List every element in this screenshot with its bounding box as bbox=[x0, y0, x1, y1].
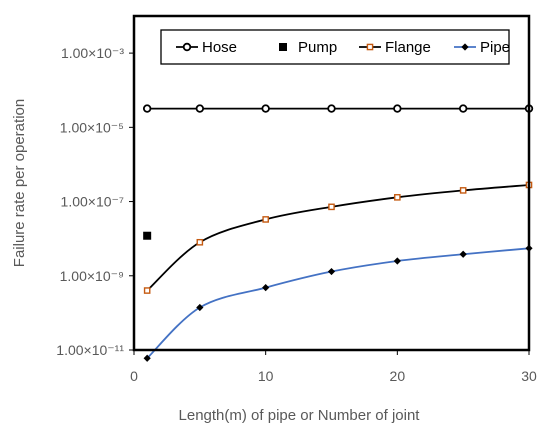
data-point-pipe bbox=[143, 354, 151, 362]
legend-box bbox=[160, 29, 510, 65]
legend-entry-flange: Flange bbox=[359, 39, 431, 56]
series-line-pipe bbox=[146, 247, 530, 359]
data-point-flange bbox=[394, 194, 401, 201]
data-point-flange bbox=[143, 287, 151, 294]
series-pipe bbox=[143, 244, 533, 362]
legend-marker-hose bbox=[182, 42, 192, 52]
legend-marker-flange bbox=[366, 43, 374, 51]
data-point-hose bbox=[393, 104, 402, 113]
y-tick-label: 1.00×10⁻⁷ bbox=[61, 194, 124, 210]
data-point-flange bbox=[196, 238, 204, 246]
plot-area bbox=[142, 104, 534, 362]
data-point-pipe bbox=[196, 303, 204, 312]
y-tick-label: 1.00×10⁻⁹ bbox=[60, 268, 124, 284]
y-tick-label: 1.00×10⁻⁵ bbox=[60, 119, 124, 135]
legend-label-hose: Hose bbox=[202, 39, 237, 56]
x-tick-label: 10 bbox=[258, 368, 274, 384]
y-tick-label: 1.00×10⁻³ bbox=[61, 45, 124, 61]
series-flange bbox=[143, 181, 533, 294]
data-point-hose bbox=[458, 104, 468, 113]
data-point-flange bbox=[459, 187, 467, 194]
x-axis-ticks: 0 10 20 30 bbox=[130, 350, 537, 384]
x-tick-label: 30 bbox=[521, 368, 537, 384]
y-tick-label: 1.00×10⁻¹¹ bbox=[56, 342, 124, 358]
data-point-flange bbox=[328, 203, 335, 211]
data-point-hose bbox=[327, 104, 336, 113]
x-tick-label: 20 bbox=[390, 368, 406, 384]
data-point-pipe bbox=[393, 257, 401, 265]
legend-label-pipe: Pipe bbox=[480, 39, 510, 56]
series-line-flange bbox=[146, 184, 530, 292]
y-axis-ticks: 1.00×10⁻¹¹ 1.00×10⁻⁹ 1.00×10⁻⁷ 1.00×10⁻⁵ 1.0… bbox=[56, 45, 134, 358]
series-hose bbox=[142, 104, 534, 113]
x-tick-label: 0 bbox=[130, 368, 138, 384]
data-point-hose bbox=[195, 104, 205, 113]
plot-frame bbox=[132, 14, 531, 352]
legend-entry-pump: Pump bbox=[279, 39, 337, 56]
legend-label-flange: Flange bbox=[385, 39, 431, 56]
data-point-pump bbox=[143, 231, 152, 240]
x-axis-title: Length(m) of pipe or Number of joint bbox=[179, 407, 421, 424]
legend-entry-hose: Hose bbox=[176, 39, 237, 56]
series-pump bbox=[143, 231, 152, 240]
data-point-hose bbox=[261, 104, 270, 113]
legend: Hose Pump Flange Pipe bbox=[160, 29, 510, 65]
legend-entry-pipe: Pipe bbox=[454, 39, 510, 56]
data-point-pipe bbox=[327, 267, 336, 276]
data-point-pipe bbox=[459, 250, 467, 258]
legend-label-pump: Pump bbox=[298, 39, 337, 56]
y-axis-title: Failure rate per operation bbox=[11, 99, 28, 267]
data-point-flange bbox=[262, 216, 269, 223]
data-point-pipe bbox=[262, 284, 270, 292]
legend-marker-pump bbox=[279, 43, 287, 51]
data-point-hose bbox=[142, 104, 152, 113]
legend-marker-pipe bbox=[461, 43, 469, 51]
